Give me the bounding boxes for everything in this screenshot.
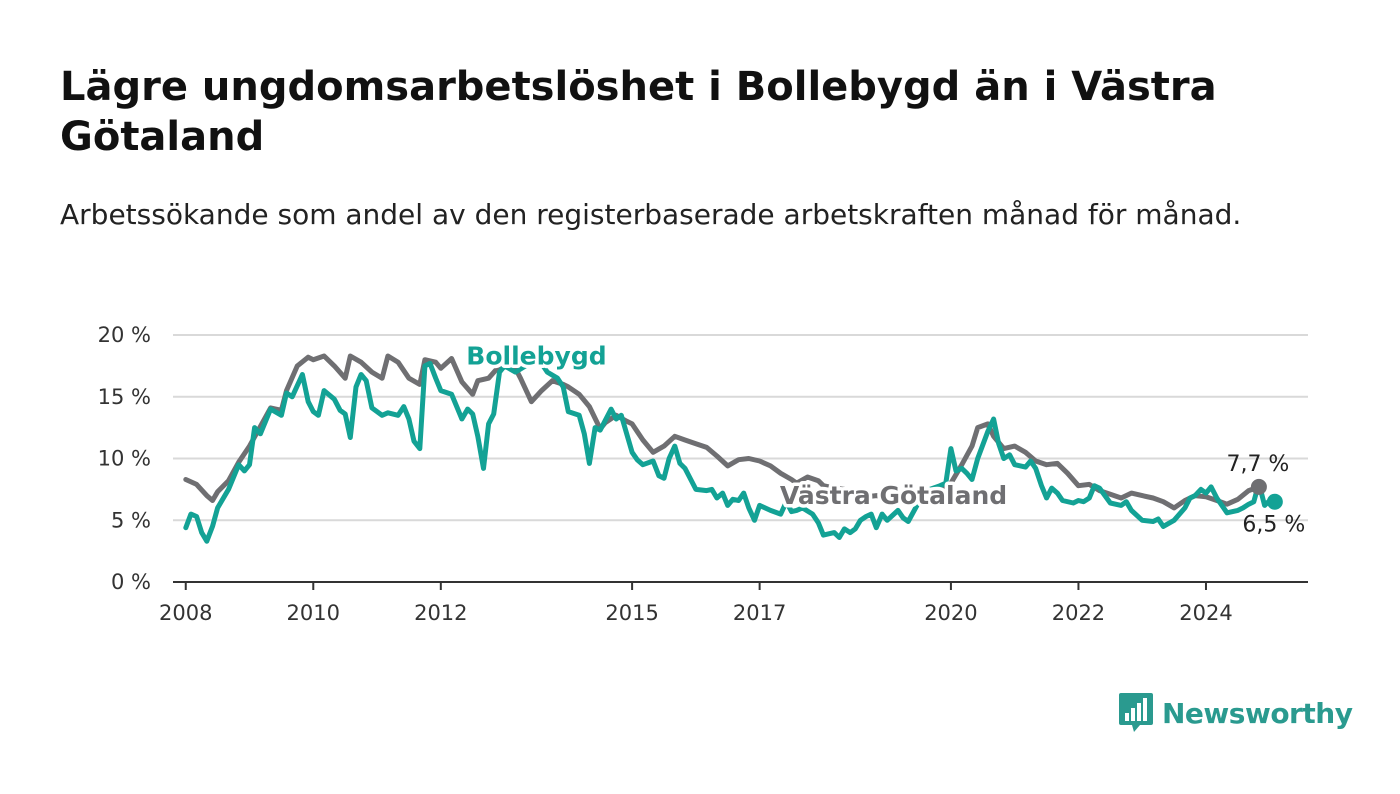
x-tick-label: 2010	[287, 601, 340, 625]
x-tick-label: 2015	[605, 601, 658, 625]
end-point	[1266, 493, 1283, 510]
chart-title: Lägre ungdomsarbetslöshet i Bollebygd än…	[60, 64, 1217, 160]
x-tick-label: 2008	[159, 601, 212, 625]
series-name-halo: Västra Götaland	[780, 481, 1007, 510]
series-name-label: Västra Götaland	[780, 481, 1007, 510]
y-tick-label: 0 %	[111, 570, 151, 594]
y-tick-label: 5 %	[111, 508, 151, 532]
y-tick-label: 20 %	[98, 323, 151, 347]
x-tick-label: 2022	[1052, 601, 1105, 625]
y-tick-label: 10 %	[98, 447, 151, 471]
newsworthy-logo: Newsworthy	[1118, 690, 1353, 736]
end-value-label: 7,7 %	[1226, 452, 1289, 477]
grid-lines	[173, 334, 1308, 583]
series-name-label: Bollebygd	[466, 342, 606, 371]
chart-subtitle: Arbetssökande som andel av den registerb…	[60, 198, 1242, 231]
x-tick-label: 2024	[1179, 601, 1232, 625]
series-name-halo: Bollebygd	[466, 342, 606, 371]
x-tick-label: 2012	[414, 601, 467, 625]
x-tick-label: 2017	[733, 601, 786, 625]
y-tick-label: 15 %	[98, 385, 151, 409]
end-value-label: 6,5 %	[1242, 513, 1305, 538]
bar-chart-speech-bubble-icon	[1119, 693, 1153, 732]
end-point	[1250, 478, 1267, 495]
series-line-bollebygd	[183, 353, 1278, 544]
brand-name: Newsworthy	[1162, 696, 1353, 730]
x-tick-label: 2020	[924, 601, 977, 625]
y-axis-ticks: 0 % 5 % 10 % 15 % 20 %	[98, 323, 151, 594]
series-lines	[183, 353, 1278, 544]
series-line-v-stra-g-taland	[183, 353, 1262, 511]
x-axis-ticks: 2008 2010 2012 2015 2017 2020 2022 2024	[159, 582, 1233, 625]
